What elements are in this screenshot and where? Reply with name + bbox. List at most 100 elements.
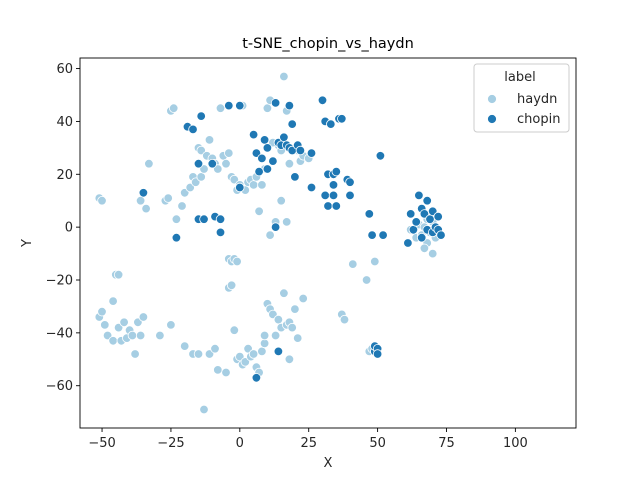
point-chopin xyxy=(425,214,435,224)
point-chopin xyxy=(270,222,281,232)
point-haydn xyxy=(279,71,289,82)
x-tick-label: 0 xyxy=(236,436,244,451)
point-haydn xyxy=(204,135,215,145)
point-chopin xyxy=(337,114,347,124)
point-chopin xyxy=(295,145,306,156)
point-chopin xyxy=(372,349,383,359)
point-haydn xyxy=(119,317,129,328)
point-chopin xyxy=(326,119,336,129)
point-chopin xyxy=(331,201,342,211)
point-chopin xyxy=(331,166,342,177)
point-haydn xyxy=(232,256,242,267)
point-chopin xyxy=(235,182,245,193)
point-haydn xyxy=(259,330,270,341)
point-chopin xyxy=(317,95,328,106)
point-chopin xyxy=(248,129,259,140)
point-haydn xyxy=(229,325,240,335)
point-haydn xyxy=(221,367,231,378)
point-haydn xyxy=(135,195,146,206)
point-chopin xyxy=(378,230,388,240)
point-haydn xyxy=(108,296,118,306)
point-chopin xyxy=(259,135,270,145)
point-chopin xyxy=(408,225,419,235)
legend-label-chopin: chopin xyxy=(517,112,560,127)
point-haydn xyxy=(290,304,300,314)
point-haydn xyxy=(130,349,140,359)
point-chopin xyxy=(270,98,281,108)
point-haydn xyxy=(348,259,358,269)
y-tick-label: −20 xyxy=(46,274,73,289)
legend-title: label xyxy=(504,70,535,85)
point-chopin xyxy=(215,227,226,238)
point-chopin xyxy=(406,209,416,219)
point-chopin xyxy=(433,211,443,222)
point-haydn xyxy=(210,344,220,354)
point-haydn xyxy=(221,158,231,169)
point-chopin xyxy=(273,346,284,357)
point-haydn xyxy=(273,314,284,325)
point-haydn xyxy=(224,148,234,158)
point-chopin xyxy=(196,111,206,121)
point-haydn xyxy=(135,330,146,341)
point-chopin xyxy=(215,214,226,224)
point-haydn xyxy=(155,330,165,341)
point-haydn xyxy=(171,214,182,224)
y-tick-label: 60 xyxy=(56,62,73,77)
point-chopin xyxy=(345,190,355,201)
point-haydn xyxy=(127,330,138,341)
point-haydn xyxy=(144,158,154,169)
point-haydn xyxy=(257,180,267,190)
legend-marker-chopin xyxy=(487,114,497,124)
point-haydn xyxy=(370,256,380,267)
chart-title: t-SNE_chopin_vs_haydn xyxy=(242,36,414,52)
point-haydn xyxy=(248,180,259,190)
point-chopin xyxy=(287,119,297,129)
y-tick-label: −60 xyxy=(46,379,73,394)
point-haydn xyxy=(254,206,264,217)
y-tick-label: −40 xyxy=(46,326,73,341)
x-tick-label: 50 xyxy=(369,436,386,451)
point-haydn xyxy=(419,243,430,254)
point-haydn xyxy=(287,322,297,333)
point-chopin xyxy=(306,182,317,193)
point-chopin xyxy=(320,190,330,201)
point-haydn xyxy=(276,195,286,206)
point-chopin xyxy=(375,151,386,161)
point-haydn xyxy=(193,349,204,359)
point-haydn xyxy=(177,201,187,211)
point-chopin xyxy=(328,190,339,201)
point-chopin xyxy=(411,217,421,227)
point-haydn xyxy=(270,330,281,341)
point-chopin xyxy=(284,100,295,111)
point-haydn xyxy=(166,320,176,330)
point-haydn xyxy=(196,172,206,182)
legend-marker-haydn xyxy=(487,94,497,104)
legend: label haydn chopin xyxy=(473,63,570,133)
x-tick-label: 100 xyxy=(503,436,528,451)
point-haydn xyxy=(168,103,179,113)
point-chopin xyxy=(254,166,264,177)
point-haydn xyxy=(259,338,270,349)
point-haydn xyxy=(163,193,173,203)
point-chopin xyxy=(199,214,209,224)
point-chopin xyxy=(367,230,377,240)
point-haydn xyxy=(284,158,295,169)
y-axis-label: Y xyxy=(20,239,35,248)
x-axis: −50 −25 0 25 50 75 100 xyxy=(88,428,528,451)
point-haydn xyxy=(97,195,107,206)
point-chopin xyxy=(436,230,446,240)
point-haydn xyxy=(100,320,110,330)
point-chopin xyxy=(138,188,149,198)
point-chopin xyxy=(414,190,424,201)
point-haydn xyxy=(361,275,372,285)
x-tick-label: −25 xyxy=(157,436,184,451)
point-haydn xyxy=(97,307,107,317)
point-chopin xyxy=(262,143,273,153)
point-chopin xyxy=(279,132,289,143)
x-tick-label: 75 xyxy=(438,436,455,451)
legend-label-haydn: haydn xyxy=(517,92,557,107)
y-axis: −60 −40 −20 0 20 40 60 xyxy=(46,62,80,394)
point-chopin xyxy=(262,164,273,174)
point-haydn xyxy=(138,312,149,322)
